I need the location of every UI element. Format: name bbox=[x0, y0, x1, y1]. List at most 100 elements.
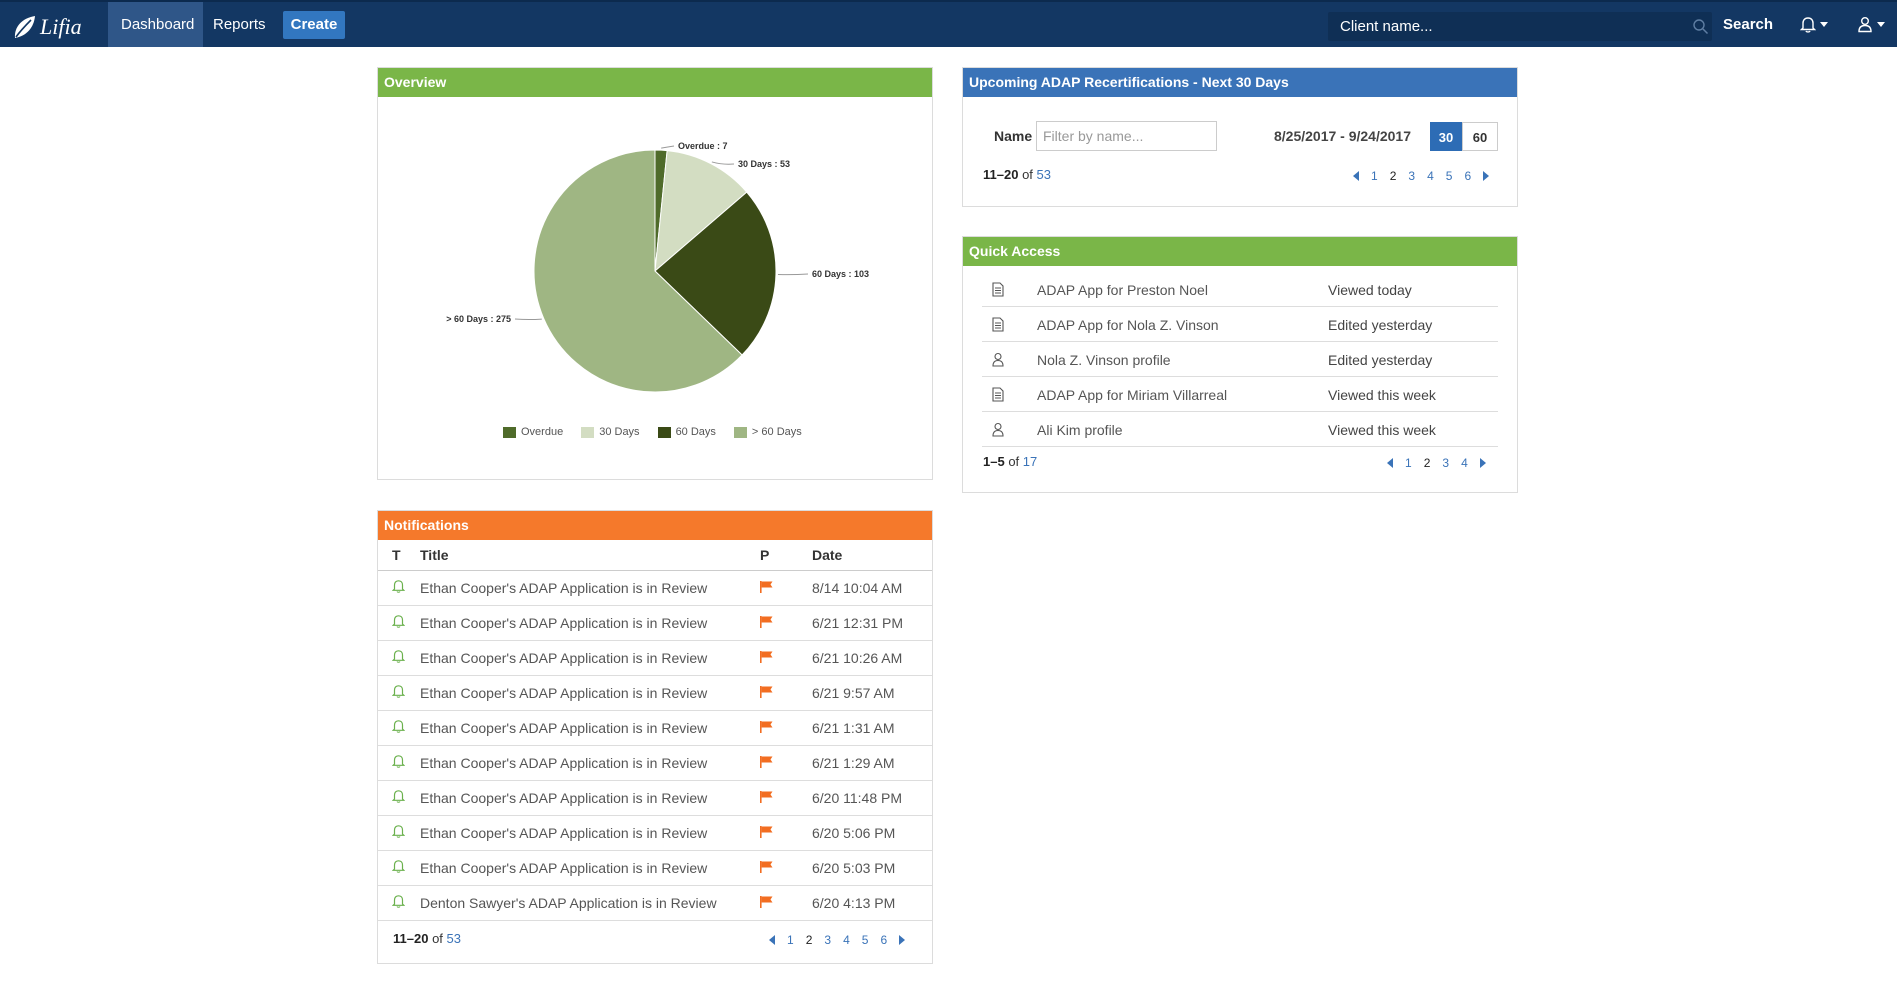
page-link[interactable]: 6 bbox=[1464, 169, 1472, 183]
page-link[interactable]: 3 bbox=[824, 933, 832, 947]
quick-access-status: Edited yesterday bbox=[1328, 317, 1433, 333]
flag-icon bbox=[760, 895, 773, 908]
column-header-date[interactable]: Date bbox=[798, 540, 932, 571]
quick-access-name[interactable]: ADAP App for Miriam Villarreal bbox=[1037, 387, 1228, 403]
table-row[interactable]: Ethan Cooper's ADAP Application is in Re… bbox=[378, 570, 932, 606]
quick-access-name[interactable]: Nola Z. Vinson profile bbox=[1037, 352, 1171, 368]
table-row[interactable]: Ethan Cooper's ADAP Application is in Re… bbox=[378, 780, 932, 816]
notification-date: 6/21 1:29 AM bbox=[798, 745, 932, 781]
pie-slice-label: 30 Days : 53 bbox=[738, 159, 790, 169]
page-link[interactable]: 3 bbox=[1442, 456, 1450, 470]
page-link[interactable]: 2 bbox=[1389, 169, 1397, 183]
page-link[interactable]: 1 bbox=[1371, 169, 1378, 183]
flag-icon bbox=[760, 825, 773, 838]
page-link[interactable]: 5 bbox=[861, 933, 869, 947]
priority-cell bbox=[760, 850, 798, 886]
notification-title[interactable]: Ethan Cooper's ADAP Application is in Re… bbox=[410, 780, 760, 816]
column-header-type[interactable]: T bbox=[378, 540, 410, 571]
prev-page-icon[interactable] bbox=[1387, 458, 1393, 468]
pie-slice-2[interactable] bbox=[654, 150, 748, 273]
pager-total[interactable]: 53 bbox=[1036, 167, 1051, 182]
notification-date: 6/20 4:13 PM bbox=[798, 885, 932, 921]
nav-reports[interactable]: Reports bbox=[213, 16, 266, 33]
page-link[interactable]: 4 bbox=[1427, 169, 1434, 183]
priority-cell bbox=[760, 780, 798, 816]
list-item[interactable]: ADAP App for Nola Z. Vinson Edited yester… bbox=[982, 307, 1498, 342]
table-row[interactable]: Denton Sawyer's ADAP Application is in R… bbox=[378, 885, 932, 921]
page-link[interactable]: 6 bbox=[880, 933, 888, 947]
quick-access-status: Viewed this week bbox=[1328, 422, 1436, 438]
user-icon bbox=[992, 352, 1004, 367]
page-link[interactable]: 1 bbox=[1405, 456, 1412, 470]
page-link[interactable]: 2 bbox=[1423, 456, 1431, 470]
notification-title[interactable]: Ethan Cooper's ADAP Application is in Re… bbox=[410, 640, 760, 676]
pie-slice-4[interactable] bbox=[533, 149, 743, 393]
legend-item[interactable]: 30 Days bbox=[581, 426, 640, 438]
name-filter-label: Name bbox=[994, 128, 1033, 144]
create-button[interactable]: Create bbox=[283, 11, 345, 39]
list-item[interactable]: Ali Kim profile Viewed this week bbox=[982, 412, 1498, 447]
notification-title[interactable]: Ethan Cooper's ADAP Application is in Re… bbox=[410, 710, 760, 746]
page-link[interactable]: 5 bbox=[1445, 169, 1453, 183]
page-link[interactable]: 4 bbox=[1461, 456, 1468, 470]
notification-title[interactable]: Denton Sawyer's ADAP Application is in R… bbox=[410, 885, 760, 921]
flag-icon bbox=[760, 685, 773, 698]
notification-date: 6/21 1:31 AM bbox=[798, 710, 932, 746]
search-icon[interactable] bbox=[1692, 18, 1709, 35]
legend-item[interactable]: 60 Days bbox=[657, 426, 716, 438]
quick-access-name[interactable]: ADAP App for Nola Z. Vinson bbox=[1037, 317, 1219, 333]
user-menu[interactable] bbox=[1857, 16, 1885, 33]
table-row[interactable]: Ethan Cooper's ADAP Application is in Re… bbox=[378, 640, 932, 676]
table-row[interactable]: Ethan Cooper's ADAP Application is in Re… bbox=[378, 850, 932, 886]
column-header-title[interactable]: Title bbox=[410, 540, 760, 571]
notification-title[interactable]: Ethan Cooper's ADAP Application is in Re… bbox=[410, 815, 760, 851]
pie-leader-line bbox=[711, 161, 735, 165]
notification-title[interactable]: Ethan Cooper's ADAP Application is in Re… bbox=[410, 850, 760, 886]
pager-total[interactable]: 53 bbox=[446, 931, 461, 946]
notification-title[interactable]: Ethan Cooper's ADAP Application is in Re… bbox=[410, 745, 760, 781]
table-row[interactable]: Ethan Cooper's ADAP Application is in Re… bbox=[378, 745, 932, 781]
list-item[interactable]: ADAP App for Miriam Villarreal Viewed thi… bbox=[982, 377, 1498, 412]
table-row[interactable]: Ethan Cooper's ADAP Application is in Re… bbox=[378, 675, 932, 711]
brand-logo[interactable]: Lifia bbox=[12, 12, 82, 42]
list-item[interactable]: Nola Z. Vinson profile Edited yesterday bbox=[982, 342, 1498, 377]
range-30-button[interactable]: 30 bbox=[1430, 122, 1462, 151]
prev-page-icon[interactable] bbox=[769, 935, 775, 945]
notification-title[interactable]: Ethan Cooper's ADAP Application is in Re… bbox=[410, 570, 760, 606]
date-range: 8/25/2017 - 9/24/2017 bbox=[1274, 128, 1412, 144]
prev-page-icon[interactable] bbox=[1353, 171, 1359, 181]
table-row[interactable]: Ethan Cooper's ADAP Application is in Re… bbox=[378, 815, 932, 851]
overview-panel: Overview Overdue : 7 30 Days : 53 60 Days … bbox=[377, 67, 933, 480]
notifications-menu[interactable] bbox=[1800, 16, 1828, 33]
pie-slice-label: Overdue : 7 bbox=[678, 141, 728, 151]
page-link[interactable]: 2 bbox=[805, 933, 813, 947]
notification-date: 6/21 12:31 PM bbox=[798, 605, 932, 641]
name-filter-input[interactable] bbox=[1036, 121, 1217, 151]
quick-access-name[interactable]: Ali Kim profile bbox=[1037, 422, 1123, 438]
priority-cell bbox=[760, 815, 798, 851]
legend-item[interactable]: > 60 Days bbox=[733, 426, 802, 438]
page-link[interactable]: 4 bbox=[843, 933, 850, 947]
pager-total[interactable]: 17 bbox=[1022, 454, 1038, 469]
search-button[interactable]: Search bbox=[1723, 16, 1774, 33]
range-60-button[interactable]: 60 bbox=[1462, 122, 1498, 151]
page-link[interactable]: 3 bbox=[1408, 169, 1416, 183]
list-item[interactable]: ADAP App for Preston Noel Viewed today bbox=[982, 272, 1498, 307]
quick-access-pager-count: 1–5 of 17 bbox=[983, 454, 1037, 469]
column-header-priority[interactable]: P bbox=[760, 540, 798, 571]
legend-item[interactable]: Overdue bbox=[503, 426, 563, 438]
next-page-icon[interactable] bbox=[1479, 458, 1486, 468]
page-link[interactable]: 1 bbox=[787, 933, 794, 947]
table-row[interactable]: Ethan Cooper's ADAP Application is in Re… bbox=[378, 605, 932, 641]
next-page-icon[interactable] bbox=[1483, 171, 1490, 181]
client-search-input[interactable] bbox=[1328, 12, 1708, 41]
nav-dashboard[interactable]: Dashboard bbox=[108, 2, 203, 47]
table-row[interactable]: Ethan Cooper's ADAP Application is in Re… bbox=[378, 710, 932, 746]
pie-slice-label: 60 Days : 103 bbox=[812, 269, 869, 279]
pie-slice-3[interactable] bbox=[654, 191, 777, 356]
pie-legend: Overdue 30 Days 60 Days > 60 Days bbox=[503, 426, 802, 438]
notification-title[interactable]: Ethan Cooper's ADAP Application is in Re… bbox=[410, 605, 760, 641]
notification-title[interactable]: Ethan Cooper's ADAP Application is in Re… bbox=[410, 675, 760, 711]
quick-access-name[interactable]: ADAP App for Preston Noel bbox=[1037, 282, 1208, 298]
next-page-icon[interactable] bbox=[899, 935, 906, 945]
